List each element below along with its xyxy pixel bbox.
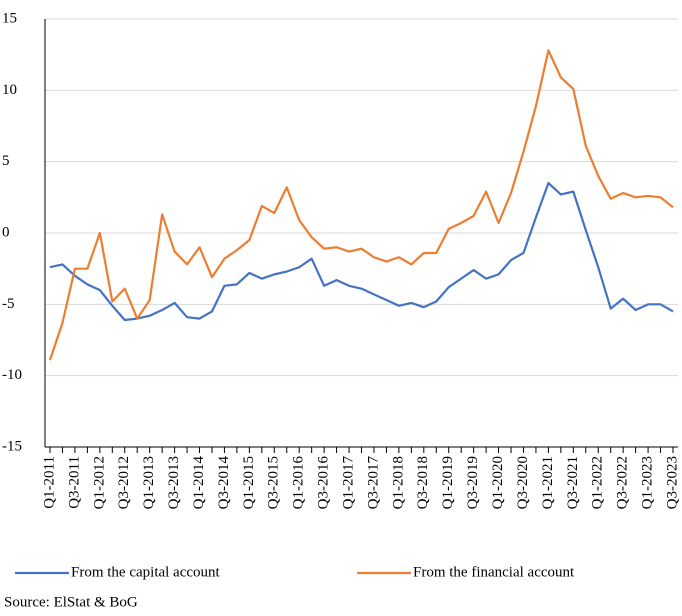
x-tick-label: Q1-2016 bbox=[291, 456, 307, 510]
y-tick-label: -10 bbox=[2, 367, 22, 383]
source-note: Source: ElStat & BoG bbox=[4, 594, 138, 610]
x-tick-label: Q3-2021 bbox=[565, 456, 581, 509]
legend-label: From the capital account bbox=[71, 564, 221, 580]
x-tick-label: Q1-2013 bbox=[141, 456, 157, 509]
x-tick-label: Q1-2017 bbox=[340, 456, 356, 510]
y-tick-label: 10 bbox=[2, 82, 17, 98]
x-tick-label: Q3-2017 bbox=[365, 456, 381, 510]
x-tick-label: Q3-2013 bbox=[166, 456, 182, 509]
x-tick-label: Q1-2012 bbox=[91, 456, 107, 509]
x-tick-label: Q3-2012 bbox=[116, 456, 132, 509]
x-tick-label: Q3-2011 bbox=[66, 456, 82, 509]
y-tick-label: -5 bbox=[2, 296, 15, 312]
x-tick-label: Q1-2015 bbox=[241, 456, 257, 509]
x-tick-label: Q3-2022 bbox=[615, 456, 631, 509]
y-tick-label: 15 bbox=[2, 10, 17, 26]
x-tick-label: Q1-2022 bbox=[590, 456, 606, 509]
x-tick-label: Q1-2019 bbox=[440, 456, 456, 509]
x-tick-label: Q1-2023 bbox=[640, 456, 656, 509]
x-tick-label: Q3-2019 bbox=[465, 456, 481, 509]
x-tick-label: Q3-2015 bbox=[266, 456, 282, 509]
legend-label: From the financial account bbox=[413, 564, 575, 580]
x-tick-label: Q1-2020 bbox=[490, 456, 506, 509]
x-tick-label: Q3-2018 bbox=[415, 456, 431, 509]
series-line bbox=[49, 181, 674, 322]
x-tick-label: Q1-2021 bbox=[540, 456, 556, 509]
y-tick-label: -15 bbox=[2, 438, 22, 454]
x-tick-label: Q3-2020 bbox=[515, 456, 531, 509]
x-tick-label: Q1-2011 bbox=[41, 456, 57, 509]
x-tick-label: Q1-2014 bbox=[191, 456, 207, 510]
x-tick-label: Q1-2018 bbox=[390, 456, 406, 509]
x-tick-label: Q3-2016 bbox=[316, 456, 332, 510]
x-tick-label: Q3-2014 bbox=[216, 456, 232, 510]
y-tick-label: 5 bbox=[2, 153, 10, 169]
y-tick-label: 0 bbox=[2, 224, 10, 240]
series-line bbox=[48, 49, 674, 361]
x-tick-label: Q3-2023 bbox=[664, 456, 680, 509]
